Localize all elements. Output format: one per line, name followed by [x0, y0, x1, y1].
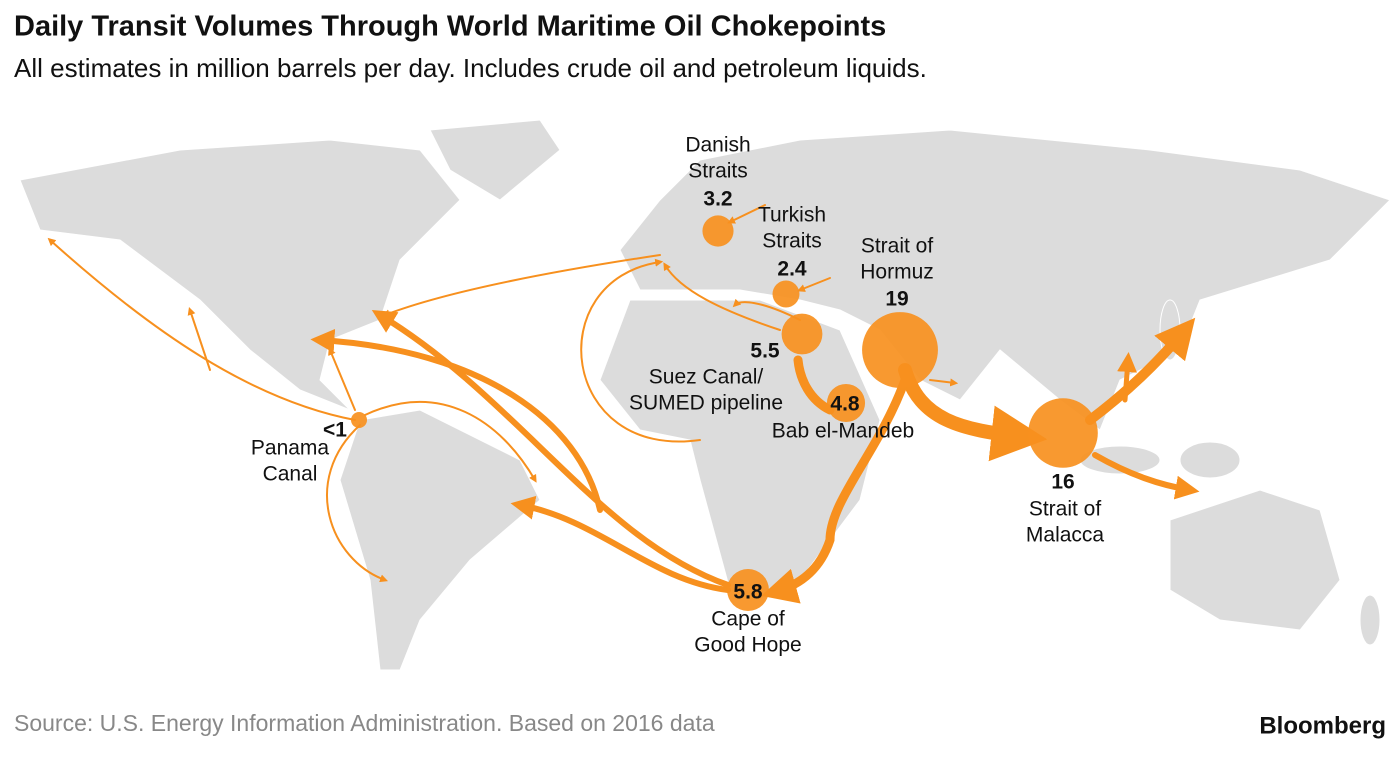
- chokepoint-name: Hormuz: [860, 261, 934, 284]
- chokepoint-circle: [1028, 398, 1098, 468]
- title: Daily Transit Volumes Through World Mari…: [14, 11, 886, 43]
- chokepoint-value: 19: [885, 288, 908, 311]
- chokepoint-name: Turkish: [758, 204, 826, 227]
- chokepoint-value: 3.2: [703, 188, 732, 211]
- chokepoint-value: 5.5: [750, 340, 780, 363]
- chokepoint-circle: [781, 313, 823, 355]
- chokepoints: 3.2 Danish Straits 2.4 Turkish Straits 19 Strai…: [251, 134, 1105, 657]
- chokepoint-circle: [702, 215, 734, 247]
- chokepoint-name: Cape of: [711, 608, 785, 631]
- chokepoint-name: Bab el-Mandeb: [772, 420, 914, 443]
- chokepoint-circle: [351, 412, 367, 428]
- chokepoint-circle: [727, 569, 769, 611]
- source: Source: U.S. Energy Information Administ…: [14, 710, 715, 736]
- chokepoint-name: Danish: [685, 134, 750, 157]
- chokepoint-value: 4.8: [830, 393, 860, 416]
- chokepoint-name: Canal: [263, 463, 318, 486]
- chokepoint-name: Strait of: [861, 235, 934, 258]
- routes: [47, 204, 1200, 604]
- chokepoint-name: Panama: [251, 437, 330, 460]
- chokepoint-name: Strait of: [1029, 498, 1102, 521]
- world-map: [19, 119, 1391, 671]
- chokepoint-name: Malacca: [1026, 524, 1105, 547]
- chokepoint-name: Suez Canal/: [649, 366, 764, 389]
- chokepoint-name: Straits: [762, 230, 822, 253]
- chokepoint-circle: [862, 312, 938, 388]
- chokepoint-circle: [772, 280, 800, 308]
- subtitle: All estimates in million barrels per day…: [14, 53, 927, 83]
- chokepoint-value: 2.4: [777, 258, 807, 281]
- chokepoint-name: Straits: [688, 160, 748, 183]
- chokepoint-value: <1: [323, 419, 347, 442]
- brand: Bloomberg: [1259, 712, 1386, 739]
- chokepoint-circle: [826, 383, 866, 423]
- chokepoint-value: 5.8: [733, 581, 763, 604]
- chokepoint-value: 16: [1051, 471, 1074, 494]
- chokepoint-name: SUMED pipeline: [629, 392, 783, 415]
- chokepoint-name: Good Hope: [694, 634, 801, 657]
